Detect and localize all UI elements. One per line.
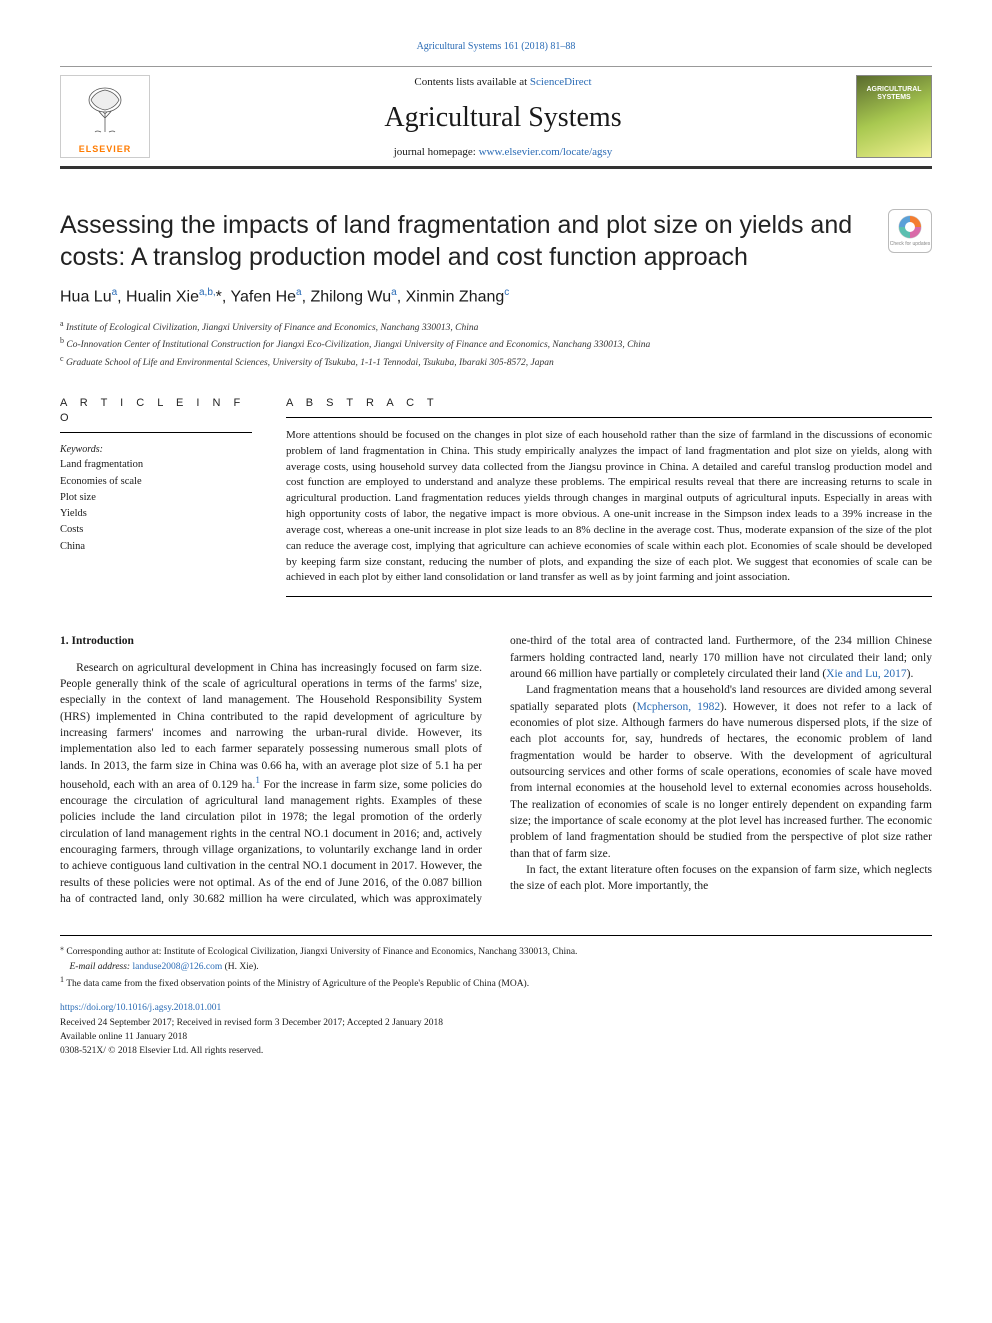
contents-prefix: Contents lists available at	[414, 76, 529, 88]
sciencedirect-link[interactable]: ScienceDirect	[530, 76, 592, 88]
check-updates-badge[interactable]: Check for updates	[888, 209, 932, 253]
contents-available-line: Contents lists available at ScienceDirec…	[158, 75, 848, 90]
abstract-bottom-rule	[286, 596, 932, 597]
section-heading-introduction: 1. Introduction	[60, 633, 482, 649]
keywords-list: Land fragmentationEconomies of scalePlot…	[60, 457, 252, 555]
article-title: Assessing the impacts of land fragmentat…	[60, 209, 870, 274]
citation-link[interactable]: Mcpherson, 1982	[637, 701, 721, 713]
available-online: Available online 11 January 2018	[60, 1030, 932, 1044]
copyright-line: 0308-521X/ © 2018 Elsevier Ltd. All righ…	[60, 1044, 932, 1058]
received-dates: Received 24 September 2017; Received in …	[60, 1016, 932, 1030]
homepage-link[interactable]: www.elsevier.com/locate/agsy	[479, 146, 613, 158]
citation-link[interactable]: Xie and Lu, 2017	[826, 668, 906, 680]
publication-info: https://doi.org/10.1016/j.agsy.2018.01.0…	[60, 1001, 932, 1058]
crossmark-icon	[898, 215, 922, 239]
abstract-text: More attentions should be focused on the…	[286, 428, 932, 586]
body-paragraph: In fact, the extant literature often foc…	[510, 862, 932, 895]
abstract-heading: A B S T R A C T	[286, 396, 932, 418]
affiliation-b: b Co-Innovation Center of Institutional …	[60, 335, 932, 352]
masthead-center: Contents lists available at ScienceDirec…	[158, 67, 848, 166]
affiliations: a Institute of Ecological Civilization, …	[60, 318, 932, 370]
authors: Hua Lua, Hualin Xiea,b,*, Yafen Hea, Zhi…	[60, 286, 932, 308]
publisher-tree-icon	[75, 82, 135, 142]
masthead: ELSEVIER Contents lists available at Sci…	[60, 66, 932, 169]
publisher-logo: ELSEVIER	[60, 75, 150, 158]
affiliation-c: c Graduate School of Life and Environmen…	[60, 353, 932, 370]
publisher-name: ELSEVIER	[79, 143, 132, 155]
body-paragraph: Land fragmentation means that a househol…	[510, 682, 932, 862]
journal-name: Agricultural Systems	[158, 99, 848, 137]
article-info-heading: A R T I C L E I N F O	[60, 396, 252, 433]
abstract-column: A B S T R A C T More attentions should b…	[286, 396, 932, 597]
cover-title: AGRICULTURALSYSTEMS	[866, 86, 921, 103]
footnote-1: 1 The data came from the fixed observati…	[60, 974, 932, 991]
footnotes: ⁎ Corresponding author at: Institute of …	[60, 935, 932, 991]
body-text: 1. Introduction Research on agricultural…	[60, 633, 932, 907]
doi-link[interactable]: https://doi.org/10.1016/j.agsy.2018.01.0…	[60, 1003, 221, 1013]
corresponding-author-note: ⁎ Corresponding author at: Institute of …	[60, 942, 932, 959]
keywords-heading: Keywords:	[60, 443, 252, 457]
journal-cover-thumbnail: AGRICULTURALSYSTEMS	[856, 75, 932, 158]
email-line: E-mail address: landuse2008@126.com (H. …	[60, 960, 932, 974]
journal-citation: Agricultural Systems 161 (2018) 81–88	[60, 40, 932, 54]
homepage-line: journal homepage: www.elsevier.com/locat…	[158, 145, 848, 160]
article-info-column: A R T I C L E I N F O Keywords: Land fra…	[60, 396, 252, 597]
email-link[interactable]: landuse2008@126.com	[132, 962, 222, 972]
check-updates-label: Check for updates	[890, 241, 931, 248]
affiliation-a: a Institute of Ecological Civilization, …	[60, 318, 932, 335]
homepage-prefix: journal homepage:	[394, 146, 479, 158]
